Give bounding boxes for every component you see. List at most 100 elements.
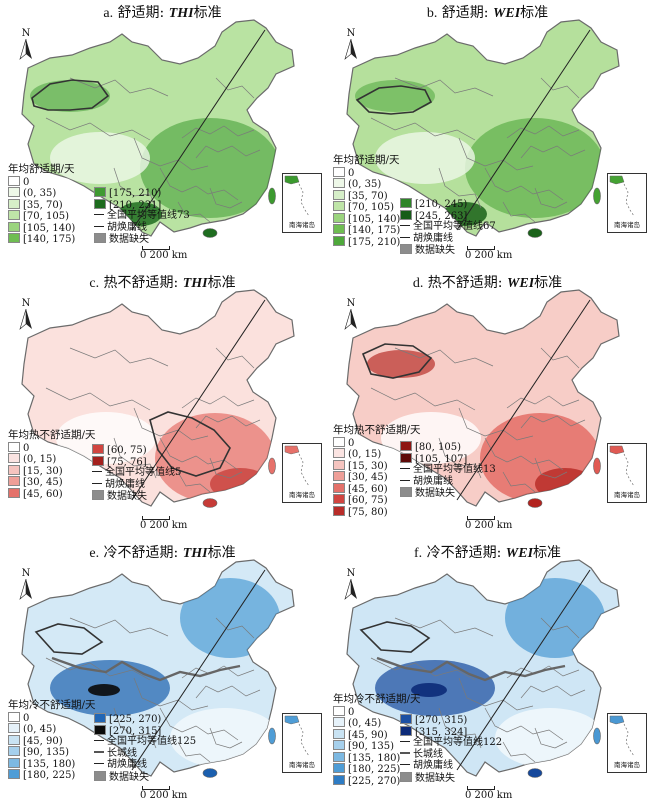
province-boundary — [195, 685, 261, 699]
north-label: N — [346, 298, 356, 309]
legend-item: (0, 35) — [333, 178, 400, 190]
great-wall-line — [376, 656, 566, 682]
legend-item: [140, 175) — [333, 224, 400, 236]
north-arrow-glyph — [19, 38, 32, 60]
inset-coast — [609, 445, 625, 455]
panel-title: a. 舒适期: THI标准 — [0, 2, 325, 22]
legend-swatch — [333, 505, 345, 516]
legend-label: 数据缺失 — [109, 771, 149, 783]
legend-swatch — [400, 725, 412, 736]
legend-col2-e: [225, 270) [270, 315] 全国平均等值线125 长城线 胡焕庸线 数据缺… — [94, 713, 196, 783]
inset-label: 南海诸岛 — [289, 491, 315, 499]
national-average-isoline — [361, 343, 433, 379]
north-arrow-glyph — [344, 308, 357, 330]
legend-item: [270, 315] — [94, 724, 196, 737]
legend-item: 胡焕庸线 — [400, 760, 502, 772]
legend-swatch — [333, 178, 345, 188]
legend-item: 数据缺失 — [400, 244, 496, 256]
province-boundary — [506, 395, 580, 409]
legend-label: [105, 140) — [23, 222, 76, 234]
south-zone-shade — [495, 708, 605, 768]
legend-item: (0, 45) — [333, 717, 421, 729]
legend-item: (0, 35) — [8, 187, 75, 199]
panel-title-prefix: 热不舒适期: — [427, 275, 503, 291]
legend-label: [60, 75) — [107, 445, 147, 456]
legend-label: [225, 270) — [348, 775, 401, 787]
legend-swatch-missing — [400, 244, 412, 254]
north-arrow-glyph — [19, 308, 32, 330]
south-china-sea-inset: 南海诸岛 — [282, 713, 322, 773]
scale-bar: 0 200 km — [140, 246, 187, 261]
province-boundary — [113, 707, 157, 749]
legend-item: (0, 15) — [333, 448, 421, 460]
legend-label: 全国平均等值线73 — [107, 210, 190, 221]
legend-label: [210, 231] — [109, 199, 162, 211]
province-boundary — [520, 145, 586, 159]
province-boundary — [534, 727, 568, 749]
province-boundary — [394, 77, 494, 97]
province-boundary — [520, 685, 586, 699]
legend-label: [245, 263] — [415, 210, 468, 222]
shading-layer — [367, 350, 600, 503]
northeast-zone-shade — [505, 578, 605, 658]
province-boundary — [394, 617, 494, 637]
legend-swatch — [333, 728, 345, 739]
scale-bar-label: 0 200 km — [140, 520, 188, 531]
province-boundary — [458, 677, 534, 711]
legend-item: [75, 80) — [333, 505, 421, 518]
legend-swatch — [333, 482, 345, 493]
warm-zone-shade — [465, 118, 605, 218]
legend-label: 0 — [23, 442, 30, 454]
great-wall-line — [51, 656, 241, 682]
legend-col2-a: [175, 210) [210, 231] 全国平均等值线73 胡焕庸线 数据缺失 — [94, 187, 190, 245]
province-boundary — [209, 727, 243, 749]
south-china-sea-inset: 南海诸岛 — [607, 443, 647, 503]
legend-col2-f: [270, 315) [315, 324] 全国平均等值线122 长城线 胡焕庸线 数据缺… — [400, 714, 502, 784]
scale-bar: 0 200 km — [140, 516, 187, 531]
plateau-zone-shade — [56, 412, 156, 464]
province-boundary — [69, 77, 169, 97]
legend-label: 数据缺失 — [415, 488, 455, 499]
province-boundary — [113, 167, 157, 209]
legend-swatch — [94, 724, 106, 735]
province-boundary — [133, 677, 209, 711]
north-arrow-icon: N — [343, 568, 359, 604]
legend-swatch — [400, 209, 412, 220]
north-arrow-icon: N — [18, 28, 34, 64]
map-panel-a: a. 舒适期: THI标准 N 南海诸岛 0 200 km — [0, 0, 325, 270]
taiwan-island — [268, 187, 276, 205]
legend-swatch — [8, 453, 20, 463]
province-boundary — [215, 347, 255, 369]
legend-item: [35, 70) — [333, 189, 400, 202]
legend-swatch — [8, 746, 20, 756]
plateau-zone-shade — [50, 132, 150, 184]
legend-item: 数据缺失 — [94, 770, 196, 783]
panel-title-suffix: 标准 — [520, 5, 549, 21]
legend-label: [70, 105) — [23, 211, 69, 222]
legend-swatch — [333, 494, 345, 504]
legend-item: [175, 210) — [94, 187, 190, 199]
province-boundary — [502, 201, 536, 223]
legend-label: [35, 70) — [23, 199, 63, 211]
inset-label: 南海诸岛 — [614, 221, 640, 229]
peak-zone-shade — [411, 683, 447, 697]
panel-title-suffix: 标准 — [207, 275, 236, 291]
legend-item: [245, 263] — [400, 209, 496, 222]
scale-bar-line — [142, 516, 170, 520]
legend-swatch — [8, 757, 20, 768]
legend-swatch-missing — [400, 771, 412, 782]
panel-title: b. 舒适期: WEI标准 — [325, 2, 650, 22]
plateau-zone-shade — [375, 132, 475, 184]
map-svg — [21, 19, 295, 238]
panel-standard: WEI — [505, 546, 534, 561]
province-boundary — [438, 437, 482, 479]
south-china-sea-inset: 南海诸岛 — [607, 713, 647, 773]
legend-item: 0 — [8, 175, 75, 188]
plateau-zone-shade — [381, 412, 481, 464]
legend-item: [30, 45) — [8, 476, 96, 488]
taiwan-island — [593, 187, 601, 205]
legend-col2-b: [210, 245) [245, 263] 全国平均等值线67 胡焕庸线 数据缺失 — [400, 198, 496, 256]
province-boundary — [484, 437, 564, 471]
north-arrow-glyph — [19, 578, 32, 600]
panel-standard: THI — [182, 276, 208, 291]
